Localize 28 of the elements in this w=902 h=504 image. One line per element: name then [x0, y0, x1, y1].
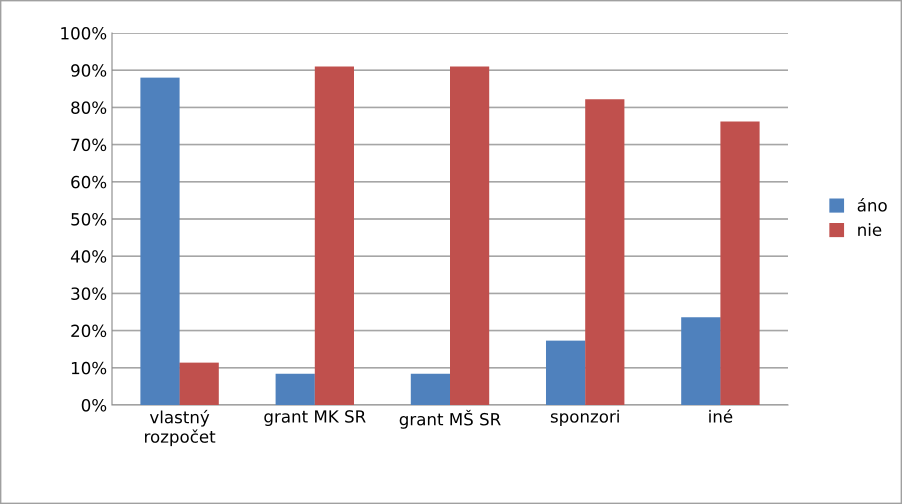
y-tick-label: 10% [72, 362, 106, 374]
bar [546, 340, 586, 405]
y-tick-label: 100% [61, 26, 106, 40]
bar [585, 99, 624, 405]
y-tick-label: 60% [71, 176, 106, 188]
legend-label: nie [858, 223, 882, 236]
x-tick-label: sponzori [550, 410, 619, 426]
bar [314, 66, 354, 405]
bar [681, 317, 720, 405]
x-tick-label: iné [709, 409, 732, 423]
x-tick-label: grant MK SR [264, 410, 366, 426]
bar [276, 374, 315, 405]
bar [180, 362, 219, 405]
bar [140, 78, 180, 405]
y-tick-label: 70% [71, 138, 106, 152]
y-tick-label: 40% [70, 250, 106, 263]
bar [410, 374, 450, 405]
y-tick-label: 50% [71, 212, 106, 226]
y-tick-label: 90% [71, 64, 106, 77]
bar [450, 66, 490, 405]
x-tick-label: vlastný rozpočet [145, 410, 216, 446]
bar [720, 122, 760, 405]
y-tick-label: 30% [71, 287, 106, 300]
y-tick-label: 80% [71, 101, 106, 114]
legend-label: áno [858, 198, 887, 212]
y-tick-label: 20% [71, 324, 106, 338]
x-tick-label: grant MŠ SR [400, 410, 501, 429]
y-tick-label: 0% [82, 398, 106, 412]
